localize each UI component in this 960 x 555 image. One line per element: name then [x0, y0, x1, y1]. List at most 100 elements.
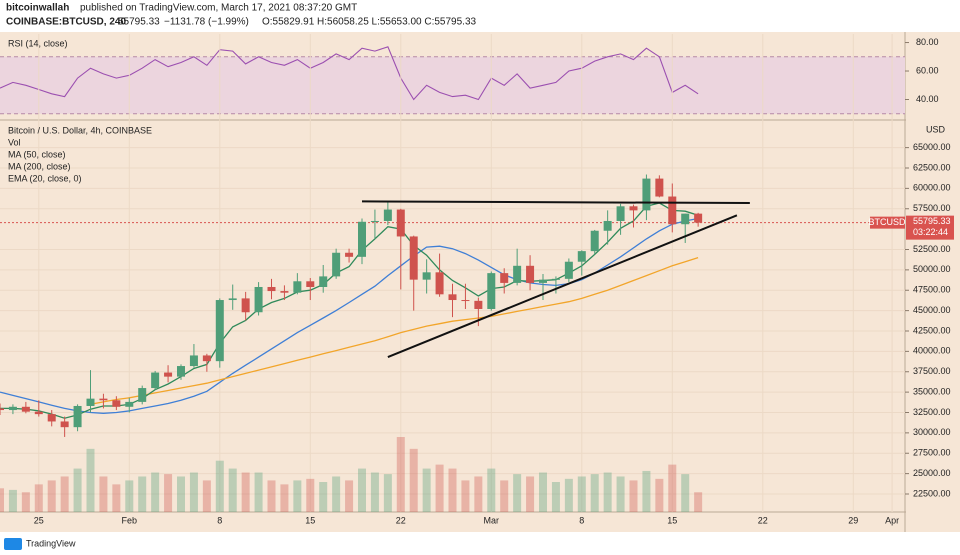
y-tick-label: 25000.00 [913, 468, 951, 478]
volume-bar [47, 480, 56, 512]
x-tick-label: 22 [396, 515, 406, 525]
y-tick-label: 60.00 [916, 65, 939, 75]
change: −1131.78 (−1.99%) [164, 17, 249, 28]
candle-body [435, 272, 444, 295]
x-tick-label: 25 [34, 515, 44, 525]
volume-bar [60, 476, 69, 512]
candle-body [112, 400, 121, 407]
legend-entry: MA (200, close) [8, 161, 71, 171]
candle-body [202, 355, 211, 362]
y-tick-label: 32500.00 [913, 407, 951, 417]
volume-bar [319, 482, 328, 512]
y-tick-label: 62500.00 [913, 162, 951, 172]
volume-bar [448, 468, 457, 512]
candle-body [629, 206, 638, 211]
candle-body [500, 273, 509, 283]
x-tick-label: 22 [758, 515, 768, 525]
x-tick-label: Apr [885, 515, 899, 525]
moving-average [0, 217, 699, 414]
volume-bar [332, 476, 341, 512]
y-tick-label: 60000.00 [913, 183, 951, 193]
volume-bar [370, 472, 379, 512]
moving-average [90, 256, 699, 405]
y-tick-label: 35000.00 [913, 386, 951, 396]
candle-body [642, 178, 651, 211]
volume-bar [0, 488, 4, 512]
volume-bar [151, 472, 160, 512]
legend-entry: MA (50, close) [8, 149, 66, 159]
candle-body [370, 220, 379, 222]
plot-layer: 25 Feb 8 15 22 Mar 8 15 22 29 Apr [0, 34, 905, 525]
volume-bar [526, 476, 535, 512]
volume-bar [409, 448, 418, 512]
candle-body [539, 279, 547, 283]
candle-body [0, 408, 4, 411]
volume-bar [577, 476, 586, 512]
y-tick-label: 80.00 [916, 37, 939, 47]
y-tick-label: 50000.00 [913, 264, 951, 274]
volume-bar [228, 468, 237, 512]
countdown-label: 03:22:44 [913, 227, 948, 237]
candle-body [319, 276, 328, 287]
candle-body [383, 209, 392, 221]
main-title: Bitcoin / U.S. Dollar, 4h, COINBASE [8, 125, 152, 135]
volume-bar [642, 470, 651, 512]
y-tick-label: 42500.00 [913, 325, 951, 335]
candle-body [267, 286, 276, 292]
candle-body [448, 294, 457, 301]
y-tick-label: 45000.00 [913, 305, 951, 315]
candle-body [396, 209, 405, 237]
volume-bar [500, 480, 509, 512]
volume-legend: Vol [8, 137, 21, 147]
volume-bar [21, 492, 30, 512]
candle-body [603, 220, 612, 231]
candle-body [86, 398, 95, 406]
volume-bar [629, 480, 638, 512]
volume-bar [125, 480, 134, 512]
rsi-title: RSI (14, close) [8, 38, 68, 48]
unit-label: USD [926, 124, 946, 134]
candle-body [189, 355, 198, 367]
trend-line [361, 200, 750, 205]
candle-body [164, 372, 173, 377]
volume-bar [681, 474, 690, 512]
candle-body [21, 406, 30, 412]
candle-body [332, 252, 341, 277]
x-tick-label: Feb [122, 515, 138, 525]
chart-background [0, 32, 960, 532]
volume-bar [86, 448, 95, 512]
x-tick-label: 8 [217, 515, 222, 525]
volume-bar [73, 468, 82, 512]
volume-bar [280, 484, 289, 512]
volume-bar [422, 468, 431, 512]
y-tick-label: 30000.00 [913, 427, 951, 437]
candle-body [358, 221, 366, 257]
last-quote: 55795.33 [118, 17, 160, 28]
volume-bar [34, 484, 43, 512]
candle-body [681, 213, 690, 225]
candle-body [125, 401, 134, 407]
volume-bar [8, 489, 17, 512]
logo [4, 538, 22, 550]
candle-body [461, 300, 470, 302]
volume-bar [138, 476, 147, 512]
axis-layer: 80.00 60.00 40.00 22500.00 25000.00 27500.00 3… [868, 37, 954, 498]
candle-body [487, 273, 496, 309]
volume-bar [383, 474, 392, 512]
candle-body [241, 298, 250, 313]
volume-bar [358, 468, 366, 512]
volume-bar [189, 472, 198, 512]
candle-body [177, 366, 185, 377]
y-tick-label: 27500.00 [913, 448, 951, 458]
volume-bar [564, 478, 573, 512]
candle-body [99, 398, 108, 401]
candle-body [409, 236, 418, 280]
candle-body [228, 298, 237, 301]
candle-body [215, 300, 224, 362]
volume-bar [616, 476, 625, 512]
rsi-band [0, 56, 905, 114]
volume-bar [551, 482, 560, 512]
volume-bar [99, 476, 108, 512]
y-tick-label: 65000.00 [913, 142, 951, 152]
